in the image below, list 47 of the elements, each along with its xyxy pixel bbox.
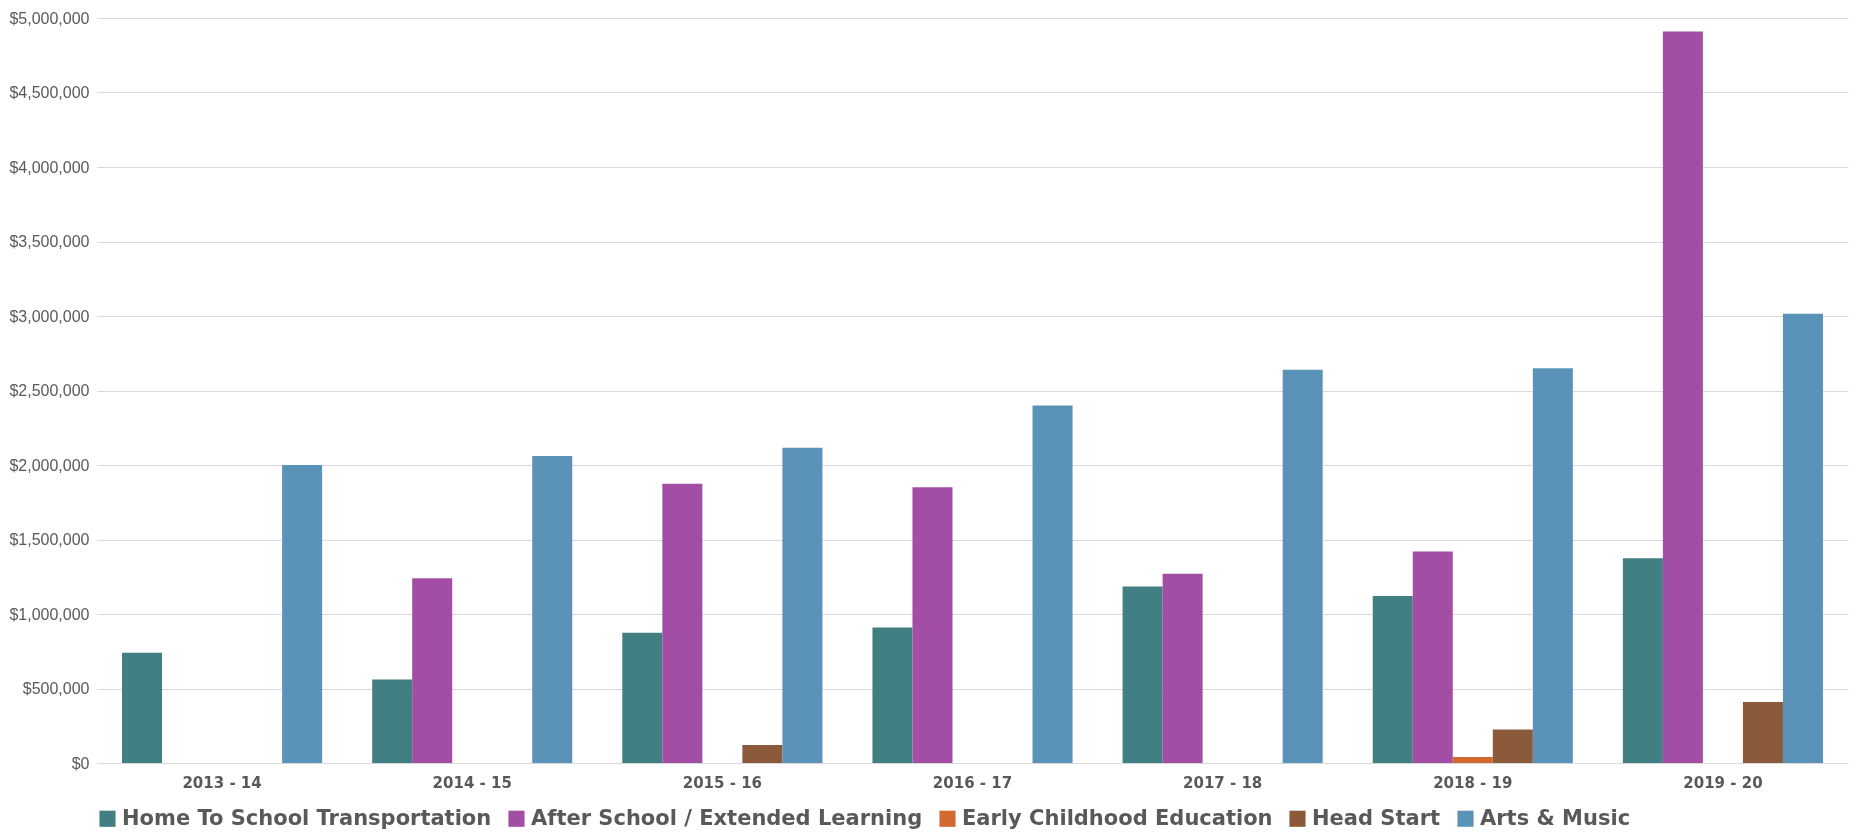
bar xyxy=(122,652,163,763)
x-tick-label: 2016 - 17 xyxy=(932,773,1013,792)
x-tick-label: 2013 - 14 xyxy=(182,773,262,792)
legend-label: Home To School Transportation xyxy=(122,805,492,830)
y-tick-label: $2,000,000 xyxy=(9,456,90,474)
bar xyxy=(372,679,413,763)
bar xyxy=(1372,596,1413,763)
bar xyxy=(782,447,823,763)
bar xyxy=(532,456,573,763)
x-tick-label: 2019 - 20 xyxy=(1683,773,1763,792)
legend-label: Head Start xyxy=(1312,805,1441,830)
bar xyxy=(412,578,453,763)
legend-label: Early Childhood Education xyxy=(962,805,1273,830)
y-tick-label: $4,000,000 xyxy=(9,158,90,176)
y-tick-label: $3,500,000 xyxy=(9,233,90,250)
y-tick-label: $1,000,000 xyxy=(9,605,90,623)
bar xyxy=(1282,369,1323,763)
x-tick-label: 2014 - 15 xyxy=(432,773,512,792)
y-tick-label: $3,000,000 xyxy=(9,307,90,325)
bar xyxy=(1162,573,1203,763)
bar xyxy=(742,745,783,763)
legend-label: Arts & Music xyxy=(1480,805,1631,830)
x-tick-label: 2018 - 19 xyxy=(1433,773,1513,792)
bar xyxy=(1742,701,1783,763)
bar xyxy=(1412,551,1453,763)
y-tick-label: $5,000,000 xyxy=(9,9,90,27)
bar xyxy=(282,465,323,763)
bar xyxy=(1662,31,1703,763)
y-tick-label: $1,500,000 xyxy=(9,531,90,548)
bar xyxy=(1782,313,1823,763)
x-tick-label: 2015 - 16 xyxy=(682,773,763,792)
bar xyxy=(662,483,703,763)
bar xyxy=(1622,558,1663,763)
x-tick-label: 2017 - 18 xyxy=(1182,773,1263,792)
bar xyxy=(1032,405,1073,763)
bar xyxy=(872,627,913,763)
bar xyxy=(1452,757,1493,763)
bar xyxy=(1122,586,1163,763)
y-tick-label: $0 xyxy=(71,754,90,772)
bar xyxy=(1492,729,1533,763)
bar xyxy=(912,487,953,763)
legend-label: After School / Extended Learning xyxy=(531,805,923,830)
bar xyxy=(622,632,663,763)
y-tick-label: $4,500,000 xyxy=(9,84,90,101)
y-tick-label: $2,500,000 xyxy=(9,382,90,399)
y-tick-label: $500,000 xyxy=(22,680,90,697)
bar xyxy=(1532,368,1573,763)
